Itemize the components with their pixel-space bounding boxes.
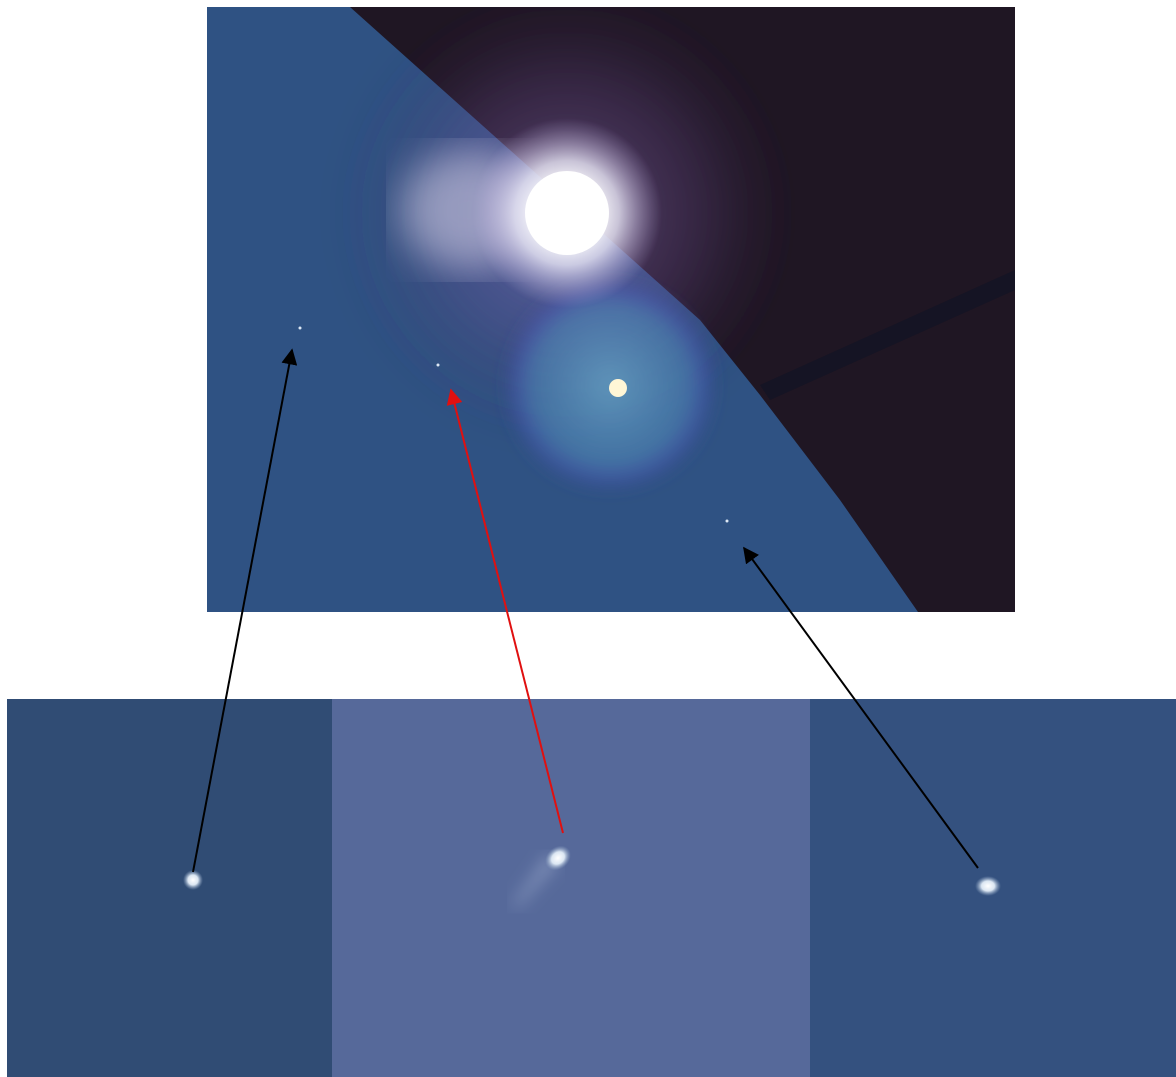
sky-photo: [207, 7, 1015, 612]
zoom-streak: [512, 855, 560, 908]
arrow: [743, 546, 979, 869]
sun-core: [525, 171, 609, 255]
umbrella-shadow: [350, 7, 1015, 612]
umbrella-rib: [760, 270, 1015, 400]
zoom-panel: [332, 699, 810, 1077]
object-dot: [298, 326, 302, 330]
zoom-object: [183, 870, 203, 890]
object-dot: [725, 519, 729, 523]
zoom-object: [545, 845, 571, 871]
object-dot: [436, 363, 440, 367]
zoom-object: [975, 876, 1001, 896]
zoom-panels: [7, 699, 1176, 1077]
arrow: [446, 388, 564, 834]
arrows: [192, 348, 979, 873]
arrow: [192, 348, 298, 873]
flare-spot: [609, 379, 627, 397]
zoom-panel: [7, 699, 332, 1077]
